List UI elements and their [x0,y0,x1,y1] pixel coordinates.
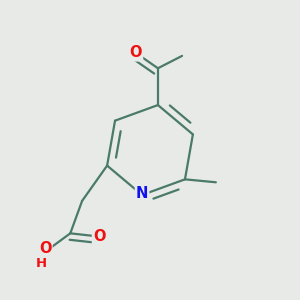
Text: O: O [130,45,142,60]
Text: H: H [36,257,47,270]
Text: N: N [136,186,148,201]
Text: O: O [39,241,52,256]
Text: O: O [93,229,105,244]
